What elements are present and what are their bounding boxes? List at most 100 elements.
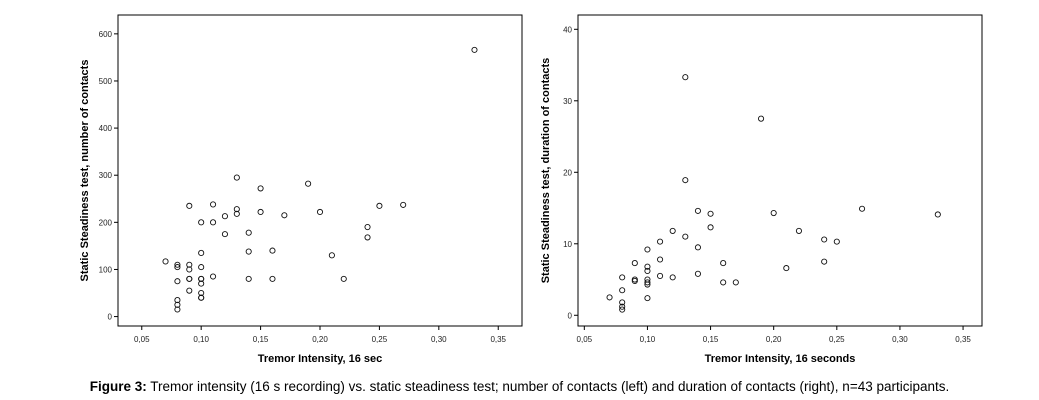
data-point	[328, 252, 335, 259]
data-point	[606, 294, 613, 301]
data-point	[694, 244, 701, 251]
data-point	[758, 115, 765, 122]
data-point	[657, 272, 664, 280]
data-point	[186, 266, 193, 273]
data-point	[198, 249, 205, 257]
data-point	[619, 306, 626, 313]
data-point	[619, 274, 626, 281]
x-tick-label: 0,25	[372, 335, 388, 344]
data-point	[821, 258, 828, 265]
data-point	[198, 219, 205, 226]
data-point	[682, 233, 689, 240]
y-axis-label: Static Steadiness test, number of contac…	[79, 60, 91, 282]
data-point	[859, 205, 866, 212]
data-point	[174, 261, 181, 268]
data-point	[657, 256, 664, 263]
data-point	[174, 306, 181, 313]
data-point	[833, 238, 840, 245]
y-tick-label: 600	[99, 30, 113, 39]
data-point	[210, 201, 217, 208]
plot-frame	[577, 14, 983, 327]
data-point	[174, 297, 181, 304]
caption-label: Figure 3:	[89, 379, 147, 394]
x-axis-label: Tremor Intensity, 16 seconds	[705, 353, 856, 365]
y-axis-label: Static Steadiness test, duration of cont…	[540, 58, 552, 284]
x-axis-label: Tremor Intensity, 16 sec	[258, 353, 383, 365]
y-tick-label: 300	[99, 171, 113, 180]
x-tick-label: 0,05	[577, 335, 593, 344]
data-point	[934, 211, 941, 218]
y-tick-label: 20	[563, 168, 572, 177]
data-point	[198, 275, 205, 282]
y-tick-label: 100	[99, 265, 113, 274]
y-tick-label: 500	[99, 77, 113, 86]
data-point	[364, 234, 371, 241]
data-point	[245, 275, 252, 282]
data-point	[257, 208, 264, 216]
data-point	[376, 202, 383, 209]
data-point	[174, 301, 181, 308]
data-point	[233, 210, 240, 217]
y-tick-label: 0	[568, 311, 573, 320]
data-point	[400, 201, 407, 208]
data-point	[694, 207, 701, 214]
data-point	[174, 278, 181, 285]
data-point	[364, 223, 371, 231]
x-tick-label: 0,15	[253, 335, 269, 344]
data-point	[162, 258, 169, 265]
data-point	[269, 247, 276, 254]
data-point	[707, 224, 714, 231]
data-point	[186, 202, 193, 209]
data-point	[281, 212, 288, 219]
data-point	[720, 279, 727, 286]
data-point	[720, 260, 727, 267]
y-tick-label: 0	[108, 313, 113, 322]
data-point	[305, 180, 312, 187]
data-point	[631, 260, 638, 267]
data-point	[221, 231, 228, 238]
x-tick-label: 0,30	[431, 335, 447, 344]
y-tick-label: 200	[99, 218, 113, 227]
data-point	[682, 74, 689, 81]
data-point	[619, 299, 626, 306]
data-point	[783, 265, 790, 272]
data-point	[821, 236, 828, 243]
data-point	[233, 206, 240, 213]
data-point	[257, 185, 264, 192]
data-point	[770, 209, 777, 217]
data-point	[316, 208, 324, 216]
data-point	[210, 219, 217, 226]
data-point	[186, 275, 193, 282]
data-point	[186, 287, 193, 294]
data-point	[471, 46, 478, 53]
x-tick-label: 0,30	[892, 335, 908, 344]
x-tick-label: 0,10	[193, 335, 209, 344]
data-point	[210, 273, 217, 280]
x-tick-label: 0,10	[640, 335, 656, 344]
data-point	[245, 229, 252, 236]
x-tick-label: 0,25	[829, 335, 845, 344]
data-point	[631, 277, 638, 285]
data-point	[174, 264, 181, 271]
data-point	[682, 177, 689, 184]
data-point	[245, 248, 252, 255]
data-point	[644, 281, 651, 288]
data-point	[619, 287, 626, 294]
data-point	[669, 274, 676, 281]
data-point	[644, 263, 651, 270]
x-tick-label: 0,20	[312, 335, 328, 344]
x-tick-label: 0,20	[766, 335, 782, 344]
data-point	[198, 264, 205, 271]
data-point	[644, 267, 651, 274]
caption-text: Tremor intensity (16 s recording) vs. st…	[150, 379, 950, 394]
data-point	[669, 227, 676, 234]
y-tick-label: 40	[563, 25, 572, 34]
x-tick-label: 0,35	[955, 335, 971, 344]
data-point	[795, 227, 802, 234]
data-point	[657, 238, 664, 245]
data-point	[233, 174, 240, 181]
data-point	[340, 275, 347, 282]
data-point	[644, 279, 651, 286]
data-point	[644, 246, 651, 253]
